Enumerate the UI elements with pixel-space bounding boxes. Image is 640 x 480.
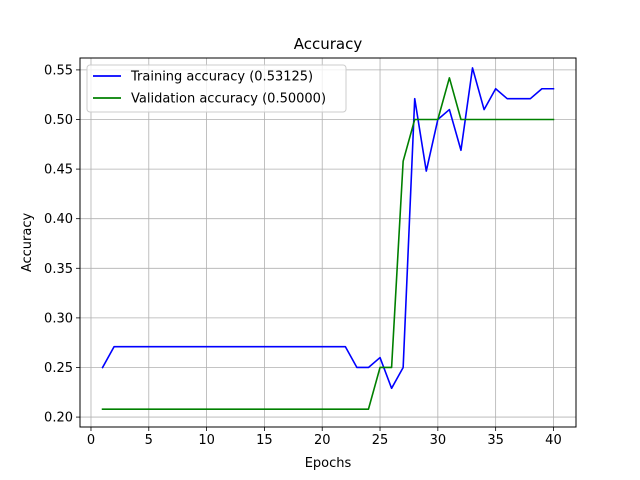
x-tick-label: 30 — [430, 433, 447, 448]
training-accuracy-line — [101, 67, 555, 390]
x-tick-label: 5 — [145, 433, 153, 448]
series-layer — [101, 67, 555, 410]
x-tick-label: 10 — [198, 433, 215, 448]
x-tick-label: 25 — [372, 433, 389, 448]
y-tick-label: 0.55 — [44, 63, 73, 78]
legend: Training accuracy (0.53125) Validation a… — [86, 64, 347, 113]
plot-frame — [79, 57, 577, 428]
y-tick-label: 0.40 — [44, 212, 73, 227]
y-tick-label: 0.45 — [44, 163, 73, 178]
ticks: 0 5 10 15 20 25 30 35 40 0.20 0.25 0.30 0.35 0.40 0.45… — [44, 63, 562, 448]
y-tick-label: 0.25 — [44, 361, 73, 376]
y-tick-label: 0.35 — [44, 262, 73, 277]
y-axis-title: Accuracy — [20, 213, 35, 273]
x-tick-label: 40 — [545, 433, 562, 448]
chart-title: Accuracy — [294, 35, 363, 53]
legend-label-validation: Validation accuracy (0.50000) — [131, 92, 326, 107]
y-tick-label: 0.20 — [44, 411, 73, 426]
x-tick-label: 0 — [87, 433, 95, 448]
x-axis-title: Epochs — [305, 456, 352, 471]
x-tick-label: 15 — [256, 433, 273, 448]
legend-label-training: Training accuracy (0.53125) — [130, 70, 313, 85]
y-tick-label: 0.50 — [44, 113, 73, 128]
legend-box — [86, 64, 347, 113]
x-tick-label: 35 — [487, 433, 504, 448]
x-tick-label: 20 — [314, 433, 331, 448]
y-tick-label: 0.30 — [44, 311, 73, 326]
validation-accuracy-line — [101, 77, 555, 410]
